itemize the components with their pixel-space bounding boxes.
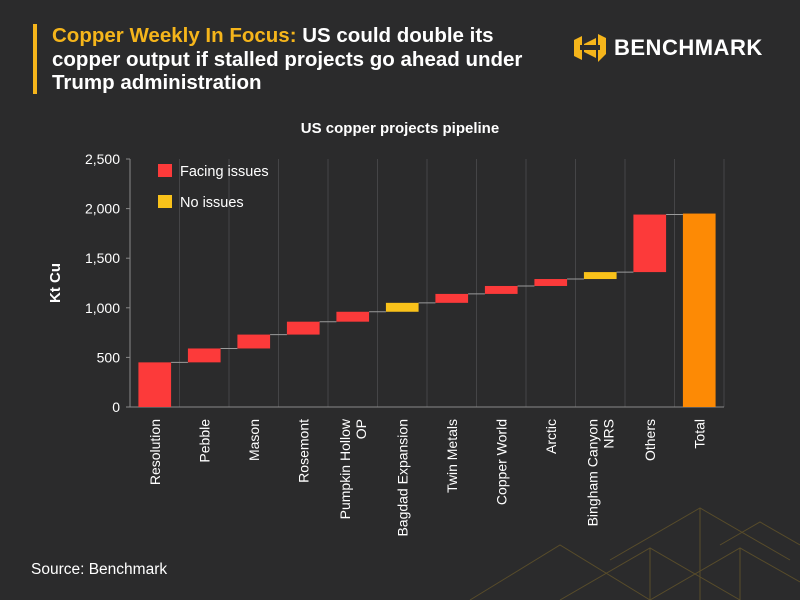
legend-label: Facing issues [180, 164, 269, 180]
legend-swatch-facing-issues [158, 164, 172, 177]
legend: Facing issues No issues [158, 164, 269, 211]
category-label-line: OP [353, 419, 369, 439]
brand-name: BENCHMARK [614, 35, 763, 60]
category-label: Rosemont [295, 419, 311, 483]
chart-title: US copper projects pipeline [300, 120, 500, 137]
category-label-line: Rosemont [295, 419, 311, 483]
category-label-line: Copper World [493, 419, 509, 505]
category-label: Pumpkin Hollow OP [337, 418, 369, 519]
y-tick-label: 2,500 [85, 151, 120, 167]
bars [138, 213, 716, 407]
bar-pumpkin-hollow-op [336, 311, 370, 322]
source-note: Source: Benchmark [31, 561, 168, 578]
category-label: Bagdad Expansion [394, 419, 410, 537]
y-axis-label: Kt Cu [47, 263, 64, 303]
x-axis-labels: Resolution Pebble Mason Rosemont Pumpkin Hol… [147, 418, 708, 536]
category-label-line: Resolution [147, 419, 163, 485]
category-label: Mason [246, 419, 262, 461]
category-label-line: Arctic [543, 419, 559, 454]
y-tick-label: 2,000 [85, 201, 120, 217]
bar-arctic [534, 279, 568, 286]
grid [129, 159, 725, 407]
bar-bagdad-expansion [385, 302, 419, 312]
legend-label: No issues [180, 195, 244, 211]
category-label-line: Twin Metals [444, 419, 460, 493]
category-label-line: NRS [600, 419, 616, 449]
headline-accent-bar [33, 24, 37, 94]
headline-text: US could double its copper output if sta… [52, 24, 523, 94]
category-label: Twin Metals [444, 419, 460, 493]
y-tick-label: 1,000 [85, 300, 120, 316]
brand-logo: BENCHMARK [572, 28, 782, 68]
headline-accent-text: Copper Weekly In Focus: [52, 24, 297, 47]
category-label-line: Pebble [196, 419, 212, 463]
category-label: Total [691, 419, 707, 449]
bar-others [633, 214, 667, 273]
category-label: Arctic [543, 419, 559, 454]
category-label-line: Others [642, 419, 658, 461]
bar-total [682, 213, 716, 407]
category-label: Bingham Canyon NRS [584, 419, 616, 526]
category-label: Copper World [493, 419, 509, 505]
category-label-line: Pumpkin Hollow [337, 418, 353, 519]
category-label-line: Bagdad Expansion [394, 419, 410, 537]
category-label-line: Mason [246, 419, 262, 461]
bar-resolution [138, 362, 172, 407]
bar-pebble [187, 348, 221, 363]
headline: Copper Weekly In Focus: US could double … [52, 24, 562, 95]
category-label: Resolution [147, 419, 163, 485]
y-tick-label: 0 [112, 399, 120, 415]
y-tick-label: 500 [97, 349, 121, 365]
y-axis: 0 500 1,000 1,500 2,000 2,500 [85, 151, 724, 415]
bar-rosemont [286, 321, 320, 335]
bar-bingham-canyon-nrs [583, 272, 617, 280]
y-tick-label: 1,500 [85, 250, 120, 266]
bar-copper-world [484, 285, 518, 294]
benchmark-logo-icon [574, 34, 606, 62]
category-label-line: Bingham Canyon [584, 419, 600, 526]
category-label: Others [642, 419, 658, 461]
legend-swatch-no-issues [158, 195, 172, 208]
bar-mason [237, 334, 271, 349]
bar-twin-metals [435, 293, 469, 303]
category-label-line: Total [691, 419, 707, 449]
category-label: Pebble [196, 419, 212, 463]
